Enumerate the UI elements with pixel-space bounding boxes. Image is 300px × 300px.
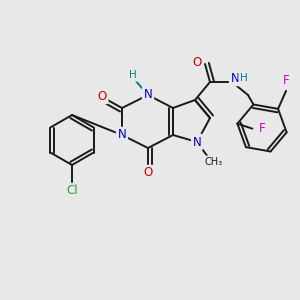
Text: O: O [98,89,106,103]
Text: F: F [259,122,266,135]
Text: N: N [118,128,126,142]
Text: N: N [144,88,152,101]
Text: CH₃: CH₃ [205,157,223,167]
Text: O: O [192,56,202,68]
Text: H: H [240,73,248,83]
Text: O: O [143,167,153,179]
Text: H: H [129,70,137,80]
Text: N: N [193,136,201,148]
Text: N: N [231,71,239,85]
Text: F: F [283,74,290,87]
Text: Cl: Cl [66,184,78,197]
